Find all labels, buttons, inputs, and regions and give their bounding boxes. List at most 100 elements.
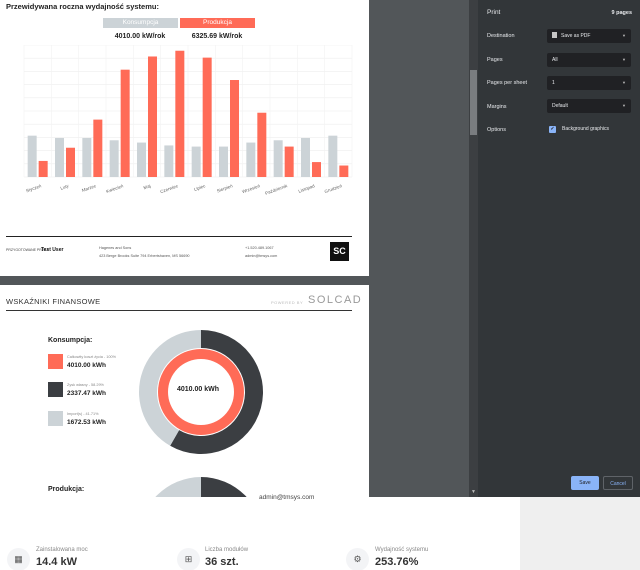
bar-consumption — [27, 135, 37, 177]
bar-consumption — [191, 146, 201, 177]
bar-production — [66, 147, 75, 177]
bar-production — [339, 165, 349, 177]
bar-production — [120, 69, 130, 177]
pages-select[interactable]: All ▼ — [547, 53, 631, 67]
x-tick-label: Maj — [143, 183, 152, 190]
legend-swatch-self-use — [48, 382, 63, 397]
document-icon — [552, 32, 557, 38]
bar-production — [312, 162, 321, 177]
company-phone: +1.520.489.1067 — [245, 246, 274, 250]
background-graphics-label[interactable]: Background graphics — [562, 126, 609, 132]
stat-label-module-count: Liczba modułów — [205, 547, 249, 553]
consumption-total: 4010.00 kW/rok — [114, 33, 166, 40]
prepared-label: PRZYGOTOWANE PRZEZ — [6, 248, 49, 252]
bar-consumption — [328, 135, 338, 177]
x-tick-label: Grudzień — [324, 183, 343, 194]
legend-swatch-total — [48, 354, 63, 369]
x-tick-label: Kwiecień — [105, 183, 124, 194]
bar-production — [93, 119, 103, 177]
consumption-title: Konsumpcja: — [48, 337, 93, 344]
legend-value-self-use: 2337.47 kWh — [67, 390, 107, 397]
pages-label: Pages — [487, 57, 503, 63]
footer-divider — [6, 236, 352, 237]
page-title: Przewidywana roczna wydajność systemu: — [6, 2, 159, 11]
print-preview[interactable]: Przewidywana roczna wydajność systemu: K… — [0, 0, 478, 497]
background-graphics-checkbox[interactable]: ✓ — [549, 126, 556, 133]
prepared-by: Test User — [41, 247, 64, 253]
margins-label: Margins — [487, 104, 507, 110]
company-name: Hagenes and Sons — [99, 246, 132, 250]
donut-segment-import — [139, 330, 201, 446]
stat-value-installed-power: 14.4 kW — [36, 556, 77, 568]
pages-per-sheet-select[interactable]: 1 ▼ — [547, 76, 631, 90]
legend-consumption: Konsumpcja — [103, 18, 178, 28]
legend-value-import: 1672.53 kWh — [67, 419, 107, 426]
stat-value-system-efficiency: 253.76% — [375, 556, 419, 568]
legend-value-total: 4010.00 kWh — [67, 362, 107, 369]
bar-production — [148, 56, 157, 178]
bar-consumption — [164, 145, 174, 177]
x-tick-label: Listopad — [298, 183, 316, 194]
production-title: Produkcja: — [48, 486, 85, 493]
destination-label: Destination — [487, 33, 515, 39]
pages-count: 9 pages — [611, 10, 632, 16]
pages-per-sheet-value: 1 — [552, 80, 555, 86]
bar-consumption — [109, 140, 119, 177]
preview-scrollbar[interactable]: ▼ — [469, 0, 478, 497]
pages-value: All — [552, 57, 558, 63]
consumption-donut-chart — [139, 330, 263, 454]
preview-page-2: WSKAŹNIKI FINANSOWE POWERED BY SOLCAD Ko… — [0, 285, 369, 497]
x-tick-label: Czerwiec — [160, 183, 180, 194]
donut-segment-self-use — [170, 330, 263, 454]
pages-per-sheet-label: Pages per sheet — [487, 80, 528, 86]
gear-icon: ⚙ — [346, 548, 369, 570]
x-tick-label: Październik — [264, 183, 288, 196]
bar-consumption — [55, 137, 64, 177]
solar-panel-icon: ▦ — [7, 548, 30, 570]
legend-production: Produkcja — [180, 18, 255, 28]
scroll-down-arrow-icon[interactable]: ▼ — [471, 489, 476, 495]
x-tick-label: Luty — [60, 183, 70, 191]
x-tick-label: Marzec — [81, 183, 97, 193]
bar-production — [230, 80, 239, 177]
stat-label-installed-power: Zainstalowana moc — [36, 547, 88, 553]
destination-value: Save as PDF — [561, 33, 591, 39]
production-donut-chart — [155, 477, 247, 497]
bar-consumption — [301, 137, 310, 177]
bar-production — [38, 160, 48, 177]
section-heading: WSKAŹNIKI FINANSOWE — [6, 297, 101, 306]
stat-label-system-efficiency: Wydajność systemu — [375, 547, 429, 553]
legend-swatch-import — [48, 411, 63, 426]
solcad-logo: SC — [330, 242, 349, 261]
legend-label-import: Import(s) - 41.71% — [67, 412, 99, 416]
bar-consumption — [82, 137, 92, 177]
print-settings-panel: Print 9 pages Destination Save as PDF ▼ … — [478, 0, 640, 497]
bar-consumption — [273, 140, 283, 177]
production-total: 6325.69 kW/rok — [191, 33, 243, 40]
scrollbar-thumb[interactable] — [470, 70, 477, 135]
donut-center-value: 4010.00 kWh — [176, 386, 220, 393]
x-tick-label: Lipiec — [193, 183, 206, 192]
x-tick-label: Sierpień — [216, 183, 234, 194]
bar-production — [257, 112, 267, 177]
save-button[interactable]: Save — [571, 476, 599, 490]
bar-production — [202, 57, 212, 178]
bar-consumption — [137, 142, 146, 177]
destination-select[interactable]: Save as PDF ▼ — [547, 29, 631, 43]
grid-icon: ⊞ — [177, 548, 200, 570]
bar-production — [175, 50, 185, 177]
chevron-down-icon: ▼ — [622, 103, 626, 108]
chevron-down-icon: ▼ — [622, 57, 626, 62]
heading-divider — [6, 310, 352, 311]
underlying-page: admin@tmsys.com — [0, 494, 640, 570]
underlying-side-panel — [520, 497, 640, 570]
bar-consumption — [246, 142, 256, 177]
underlying-email: admin@tmsys.com — [259, 494, 315, 501]
x-tick-label: Wrzesień — [241, 183, 261, 194]
cancel-button[interactable]: Cancel — [603, 476, 633, 490]
margins-select[interactable]: Default ▼ — [547, 99, 631, 113]
x-tick-label: Styczeń — [25, 183, 42, 193]
legend-label-total: Całkowity koszt życia - 100% — [67, 355, 116, 359]
legend-label-self-use: Zysk własny - 58.29% — [67, 383, 104, 387]
